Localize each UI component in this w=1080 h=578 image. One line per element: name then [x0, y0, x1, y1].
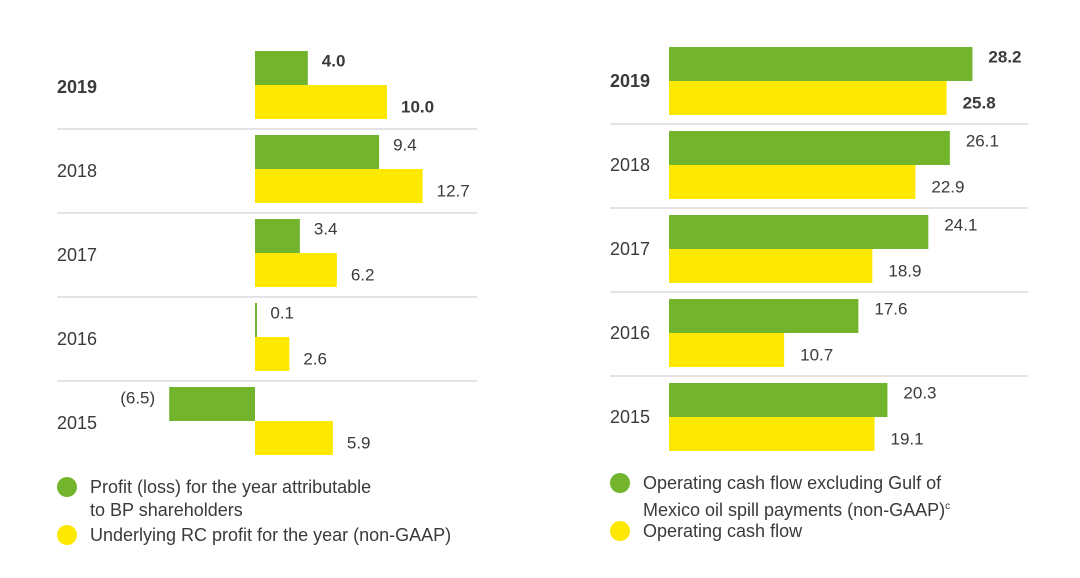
yellow-bar	[669, 333, 785, 367]
green-bar	[669, 131, 950, 165]
legend-label: Operating cash flow excluding Gulf of	[643, 473, 942, 493]
legend-item-operating-cash-flow: Operating cash flow	[610, 520, 802, 543]
category-label: 2016	[610, 323, 650, 343]
legend-label-continued: to BP shareholders	[90, 500, 243, 520]
legend-item-underlying-rc: Underlying RC profit for the year (non-G…	[57, 524, 451, 547]
yellow-bar	[669, 417, 875, 451]
data-label: 26.1	[966, 131, 999, 150]
yellow-bar	[255, 169, 423, 203]
yellow-bar	[255, 337, 290, 371]
data-label: 24.1	[944, 215, 977, 234]
data-label: 10.0	[401, 97, 434, 116]
footnote-marker: c	[945, 501, 951, 512]
data-label: 2.6	[303, 349, 327, 368]
cash-flow-chart-panel: 2019 28.2 25.8 2018 26.1 22.9 2017 24.1 18.9 2016…	[540, 0, 1080, 578]
yellow-bar	[669, 165, 916, 199]
legend-item-operating-cash-flow-excl: Operating cash flow excluding Gulf of Me…	[610, 472, 950, 522]
category-label: 2019	[57, 77, 97, 97]
legend-green-dot-icon	[610, 473, 630, 493]
data-label: 20.3	[903, 383, 936, 402]
yellow-bar	[255, 253, 337, 287]
category-label: 2018	[57, 161, 97, 181]
legend-label: Underlying RC profit for the year (non-G…	[90, 525, 452, 545]
data-label: 4.0	[322, 51, 346, 70]
category-label: 2018	[610, 155, 650, 175]
data-label: 5.9	[347, 433, 371, 452]
legend-item-profit: Profit (loss) for the year attributable …	[57, 476, 371, 522]
profit-bar-chart: 2019 4.0 10.0 2018 9.4 12.7 2017 3.4 6.2 2016 0.1 2…	[57, 51, 477, 455]
legend-label: Profit (loss) for the year attributable	[90, 477, 372, 497]
green-bar	[255, 303, 257, 337]
category-label: 2019	[610, 71, 650, 91]
category-label: 2015	[57, 413, 97, 433]
legend-yellow-dot-icon	[57, 525, 77, 545]
green-bar	[669, 383, 888, 417]
green-bar	[255, 135, 380, 169]
data-label: 3.4	[314, 219, 338, 238]
category-label: 2017	[610, 239, 650, 259]
data-label: 18.9	[888, 261, 921, 280]
data-label: 0.1	[270, 303, 294, 322]
data-label: 17.6	[874, 299, 907, 318]
data-label: 22.9	[931, 177, 964, 196]
category-label: 2015	[610, 407, 650, 427]
cash-flow-bar-chart: 2019 28.2 25.8 2018 26.1 22.9 2017 24.1 18.9 2016…	[610, 47, 1028, 451]
green-bar	[255, 219, 300, 253]
green-bar	[169, 387, 255, 421]
data-label: 12.7	[437, 181, 470, 200]
green-bar	[255, 51, 308, 85]
category-label: 2017	[57, 245, 97, 265]
yellow-bar	[669, 81, 947, 115]
yellow-bar	[255, 85, 387, 119]
profit-chart-panel: 2019 4.0 10.0 2018 9.4 12.7 2017 3.4 6.2 2016 0.1 2…	[57, 51, 477, 547]
green-bar	[669, 47, 973, 81]
data-label: 10.7	[800, 345, 833, 364]
data-label: 28.2	[988, 47, 1021, 66]
data-label: 9.4	[393, 135, 417, 154]
legend-yellow-dot-icon	[610, 521, 630, 541]
legend-label: Operating cash flow	[643, 521, 803, 541]
yellow-bar	[669, 249, 873, 283]
yellow-bar	[255, 421, 333, 455]
legend-green-dot-icon	[57, 477, 77, 497]
data-label: 19.1	[891, 429, 924, 448]
data-label: (6.5)	[120, 388, 155, 407]
green-bar	[669, 299, 859, 333]
data-label: 25.8	[963, 93, 996, 112]
category-label: 2016	[57, 329, 97, 349]
green-bar	[669, 215, 929, 249]
legend-label-continued: Mexico oil spill payments (non-GAAP)	[643, 500, 946, 520]
data-label: 6.2	[351, 265, 375, 284]
